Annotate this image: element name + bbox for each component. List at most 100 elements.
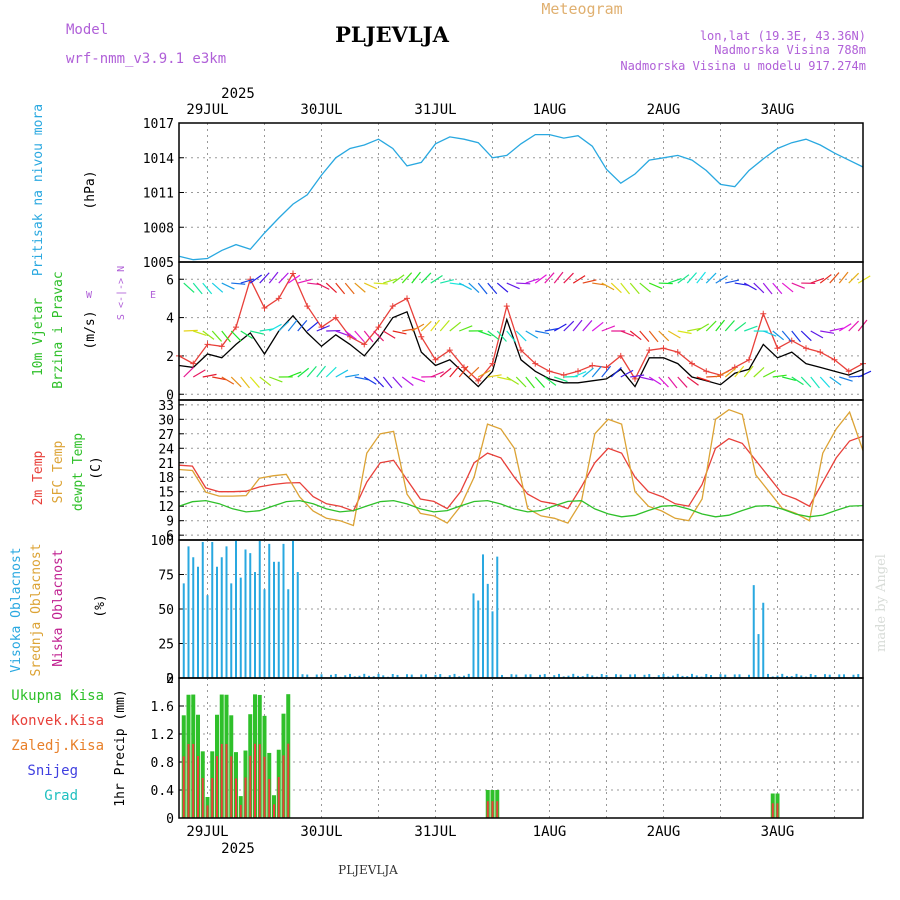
wind-compass-e: E bbox=[150, 290, 156, 301]
wind-barb bbox=[553, 271, 564, 284]
wind-barb bbox=[411, 323, 425, 332]
wind-barb bbox=[382, 376, 393, 389]
wind-barb bbox=[810, 376, 820, 389]
wind-barb bbox=[459, 325, 473, 332]
wind-ylabel-sub: Brzina i Pravac bbox=[51, 271, 66, 388]
wind-barb bbox=[677, 330, 692, 335]
conv-precip-bar bbox=[254, 743, 256, 818]
wind-barb bbox=[829, 327, 844, 332]
wind-barb bbox=[829, 376, 842, 386]
wind-barb bbox=[506, 376, 519, 385]
dewpoint-line bbox=[178, 499, 864, 518]
wind-barb bbox=[791, 330, 801, 343]
gust-marker bbox=[233, 324, 239, 331]
gust-marker bbox=[760, 310, 767, 317]
ytick-label: 1008 bbox=[143, 221, 174, 236]
wind-barb bbox=[791, 376, 804, 386]
wind-barb bbox=[800, 330, 812, 342]
wind-barb bbox=[345, 374, 360, 378]
gust-marker bbox=[290, 270, 296, 277]
gust-marker bbox=[617, 352, 624, 359]
precip-legend-item: Konvek.Kisa bbox=[11, 713, 104, 729]
wind-barb bbox=[287, 274, 301, 284]
wind-barb bbox=[240, 330, 253, 339]
wind-barb bbox=[487, 330, 500, 341]
gust-marker bbox=[546, 368, 553, 375]
wind-barb bbox=[364, 282, 378, 290]
wind-barb bbox=[810, 277, 825, 284]
wind-barb bbox=[563, 320, 575, 332]
ytick-label: 1.2 bbox=[151, 728, 174, 743]
gust-marker bbox=[218, 343, 225, 350]
conv-precip-bar bbox=[225, 744, 228, 818]
gust-marker bbox=[461, 364, 467, 371]
wind-barb bbox=[629, 330, 642, 341]
temp-ylabel-sub2: dewpt Temp bbox=[71, 433, 86, 511]
wind-barb bbox=[335, 330, 350, 337]
wind-barb bbox=[496, 330, 507, 342]
ytick-label: 50 bbox=[158, 603, 174, 618]
wind-barb bbox=[193, 330, 207, 337]
ytick-label: 4 bbox=[166, 312, 174, 327]
bottom-day-label: 2AUG bbox=[647, 824, 681, 840]
ytick-label: 33 bbox=[158, 399, 174, 414]
elevation-label: Nadmorska Visina 788m bbox=[714, 43, 866, 57]
wind-barb bbox=[744, 325, 758, 332]
wind-barb bbox=[211, 282, 224, 293]
gust-marker bbox=[418, 333, 425, 340]
top-day-label: 29JUL bbox=[186, 102, 228, 118]
wind-barb bbox=[477, 282, 488, 295]
wind-barb bbox=[249, 376, 260, 388]
wind-barb bbox=[478, 330, 492, 337]
wind-barb bbox=[487, 374, 502, 378]
wind-barb bbox=[696, 323, 710, 332]
wind-barb bbox=[838, 271, 849, 284]
wind-barb bbox=[848, 272, 860, 284]
wind-barb bbox=[458, 365, 469, 378]
bottom-day-label: 31JUL bbox=[414, 824, 456, 840]
sfc-temp-line bbox=[178, 408, 864, 527]
conv-precip-bar bbox=[182, 756, 185, 818]
wind-barb bbox=[354, 330, 365, 342]
wind-barb bbox=[211, 330, 223, 342]
wind-barb bbox=[392, 330, 407, 335]
wind-barb bbox=[819, 274, 832, 284]
conv-precip-bar bbox=[277, 777, 280, 818]
wind-barb bbox=[838, 323, 852, 332]
wind-barb bbox=[629, 282, 640, 295]
wind-barb bbox=[772, 330, 785, 341]
wind-barb bbox=[753, 282, 765, 294]
wind-barb bbox=[221, 376, 235, 385]
wind-barb bbox=[420, 272, 432, 284]
model-label: Model bbox=[66, 22, 108, 38]
wind-barb bbox=[411, 271, 421, 284]
wind-barb bbox=[515, 330, 527, 342]
ytick-label: 6 bbox=[166, 529, 174, 544]
bottom-year-label: 2025 bbox=[221, 841, 255, 857]
wind-barb bbox=[230, 376, 242, 388]
wind-barb bbox=[715, 319, 725, 332]
gust-marker bbox=[518, 347, 524, 354]
wind-barb bbox=[383, 278, 397, 284]
wind-barb bbox=[705, 320, 717, 332]
bottom-day-label: 1AUG bbox=[533, 824, 567, 840]
wind-barb bbox=[240, 376, 250, 389]
conv-precip-bar bbox=[206, 805, 209, 818]
wind-barb bbox=[430, 319, 440, 332]
wind-barb bbox=[715, 275, 728, 284]
wind-barb bbox=[297, 278, 312, 284]
wind-barb bbox=[468, 282, 480, 294]
ytick-label: 1.6 bbox=[151, 700, 174, 715]
top-day-label: 2AUG bbox=[647, 102, 681, 118]
wind-barb bbox=[772, 282, 783, 295]
panel-frame bbox=[178, 399, 864, 541]
wind-barb bbox=[306, 366, 317, 378]
panel-wind: 6 4 2 0 bbox=[166, 261, 872, 403]
gust-marker bbox=[575, 368, 581, 375]
top-day-label: 30JUL bbox=[300, 102, 342, 118]
wind-barb bbox=[221, 330, 231, 343]
ytick-label: 1011 bbox=[143, 187, 174, 202]
wind-barb bbox=[335, 282, 346, 295]
wind-barb bbox=[477, 369, 491, 378]
gust-marker bbox=[746, 356, 752, 363]
